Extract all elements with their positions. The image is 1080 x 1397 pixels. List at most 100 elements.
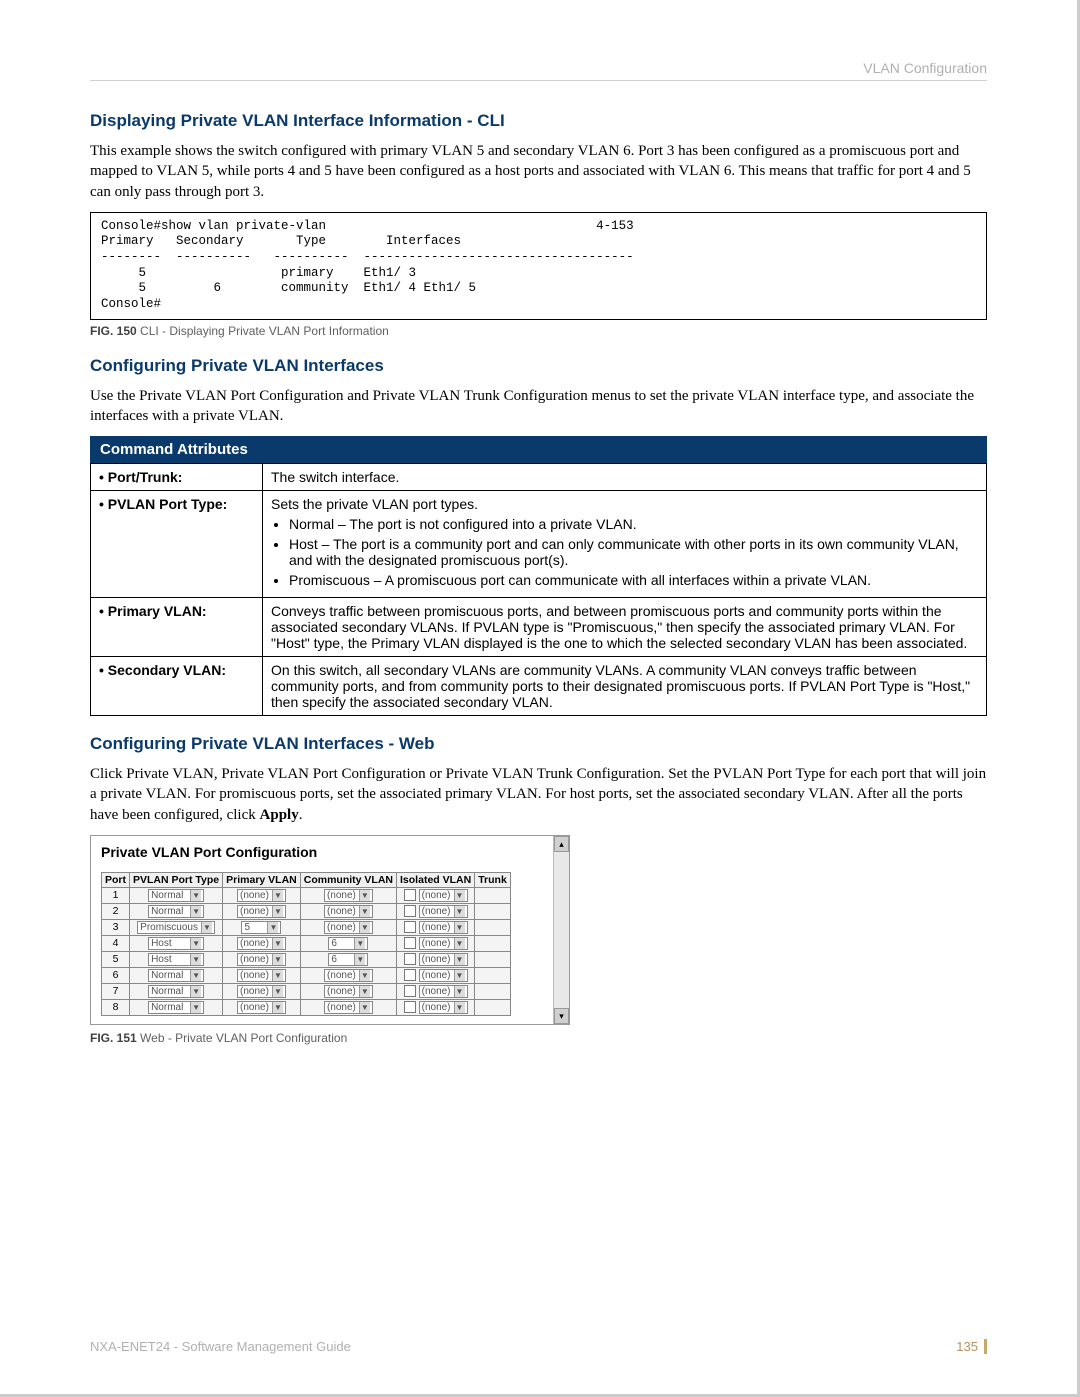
select-dropdown[interactable]: (none)▼ [237,1001,286,1014]
select-dropdown[interactable]: 6▼ [328,937,368,950]
select-dropdown[interactable]: 6▼ [328,953,368,966]
select-dropdown[interactable]: (none)▼ [237,953,286,966]
select-dropdown[interactable]: Normal▼ [148,905,204,918]
port-type-cell: Normal▼ [130,999,223,1015]
table-row: 1 Normal▼ (none)▼ (none)▼ (none)▼ [102,887,511,903]
attr-desc: Sets the private VLAN port types. Normal… [263,491,987,598]
chevron-down-icon: ▼ [190,906,201,917]
chevron-down-icon: ▼ [454,986,465,997]
select-dropdown[interactable]: (none)▼ [237,937,286,950]
chevron-down-icon: ▼ [359,906,370,917]
port-type-cell: Host▼ [130,951,223,967]
checkbox[interactable] [404,985,416,997]
select-dropdown[interactable]: (none)▼ [237,889,286,902]
header-section-name: VLAN Configuration [863,60,987,76]
select-dropdown[interactable]: (none)▼ [419,969,468,982]
checkbox[interactable] [404,921,416,933]
port-number: 8 [102,999,130,1015]
isolated-vlan-cell: (none)▼ [397,903,475,919]
trunk-cell [475,919,511,935]
checkbox[interactable] [404,953,416,965]
list-item: Normal – The port is not configured into… [289,516,978,532]
footer-doc-title: NXA-ENET24 - Software Management Guide [90,1339,351,1354]
section-title-config: Configuring Private VLAN Interfaces [90,356,987,376]
checkbox[interactable] [404,969,416,981]
trunk-cell [475,967,511,983]
section-title-web: Configuring Private VLAN Interfaces - We… [90,734,987,754]
select-dropdown[interactable]: (none)▼ [324,1001,373,1014]
community-vlan-cell: (none)▼ [300,967,396,983]
isolated-vlan-cell: (none)▼ [397,887,475,903]
checkbox[interactable] [404,905,416,917]
table-row: • Port/Trunk: The switch interface. [91,464,987,491]
page: VLAN Configuration Displaying Private VL… [0,0,1080,1397]
select-dropdown[interactable]: Promiscuous▼ [137,921,215,934]
port-number: 7 [102,983,130,999]
community-vlan-cell: (none)▼ [300,999,396,1015]
chevron-down-icon: ▼ [272,906,283,917]
port-number: 3 [102,919,130,935]
web-figure-title: Private VLAN Port Configuration [101,844,559,860]
port-number: 4 [102,935,130,951]
attr-desc: The switch interface. [263,464,987,491]
select-dropdown[interactable]: (none)▼ [324,889,373,902]
select-dropdown[interactable]: Normal▼ [148,889,204,902]
trunk-cell [475,903,511,919]
col-port: Port [102,872,130,887]
select-dropdown[interactable]: (none)▼ [237,905,286,918]
primary-vlan-cell: (none)▼ [223,967,301,983]
cli-output-box: Console#show vlan private-vlan 4-153 Pri… [90,212,987,320]
checkbox[interactable] [404,937,416,949]
select-dropdown[interactable]: Host▼ [148,937,204,950]
table-header-row: Port PVLAN Port Type Primary VLAN Commun… [102,872,511,887]
port-number: 1 [102,887,130,903]
select-dropdown[interactable]: (none)▼ [237,969,286,982]
select-dropdown[interactable]: Host▼ [148,953,204,966]
command-attributes-table: • Port/Trunk: The switch interface. • PV… [90,463,987,716]
chevron-down-icon: ▼ [272,954,283,965]
fig-151-label: FIG. 151 [90,1031,137,1045]
scroll-up-icon[interactable]: ▴ [554,836,569,852]
list-item: Host – The port is a community port and … [289,536,978,568]
select-dropdown[interactable]: (none)▼ [324,905,373,918]
select-dropdown[interactable]: (none)▼ [324,985,373,998]
select-dropdown[interactable]: 5▼ [241,921,281,934]
port-type-cell: Normal▼ [130,983,223,999]
table-row: 2Normal▼(none)▼(none)▼ (none)▼ [102,903,511,919]
chevron-down-icon: ▼ [454,890,465,901]
community-vlan-cell: 6▼ [300,935,396,951]
attr-desc: Conveys traffic between promiscuous port… [263,598,987,657]
scroll-down-icon[interactable]: ▾ [554,1008,569,1024]
trunk-cell [475,951,511,967]
select-dropdown[interactable]: (none)▼ [419,1001,468,1014]
select-dropdown[interactable]: Normal▼ [148,1001,204,1014]
select-dropdown[interactable]: (none)▼ [237,985,286,998]
checkbox[interactable] [404,1001,416,1013]
select-dropdown[interactable]: (none)▼ [324,969,373,982]
checkbox[interactable] [404,889,416,901]
select-dropdown[interactable]: (none)▼ [419,905,468,918]
chevron-down-icon: ▼ [359,922,370,933]
select-dropdown[interactable]: (none)▼ [324,921,373,934]
select-dropdown[interactable]: (none)▼ [419,921,468,934]
select-dropdown[interactable]: (none)▼ [419,937,468,950]
col-isolated: Isolated VLAN [397,872,475,887]
select-dropdown[interactable]: (none)▼ [419,985,468,998]
select-dropdown[interactable]: (none)▼ [419,953,468,966]
page-footer: NXA-ENET24 - Software Management Guide 1… [90,1339,987,1354]
attr-label: • Primary VLAN: [91,598,263,657]
community-vlan-cell: (none)▼ [300,919,396,935]
chevron-down-icon: ▼ [454,954,465,965]
scrollbar[interactable]: ▴ ▾ [553,836,569,1024]
section-body-cli: This example shows the switch configured… [90,141,987,202]
select-dropdown[interactable]: (none)▼ [419,889,468,902]
community-vlan-cell: (none)▼ [300,983,396,999]
apply-keyword: Apply [260,807,299,823]
fig-150-caption: FIG. 150 CLI - Displaying Private VLAN P… [90,324,987,338]
primary-vlan-cell: (none)▼ [223,887,301,903]
select-dropdown[interactable]: Normal▼ [148,985,204,998]
attr-desc: On this switch, all secondary VLANs are … [263,657,987,716]
primary-vlan-cell: (none)▼ [223,935,301,951]
select-dropdown[interactable]: Normal▼ [148,969,204,982]
section-body-web: Click Private VLAN, Private VLAN Port Co… [90,764,987,825]
